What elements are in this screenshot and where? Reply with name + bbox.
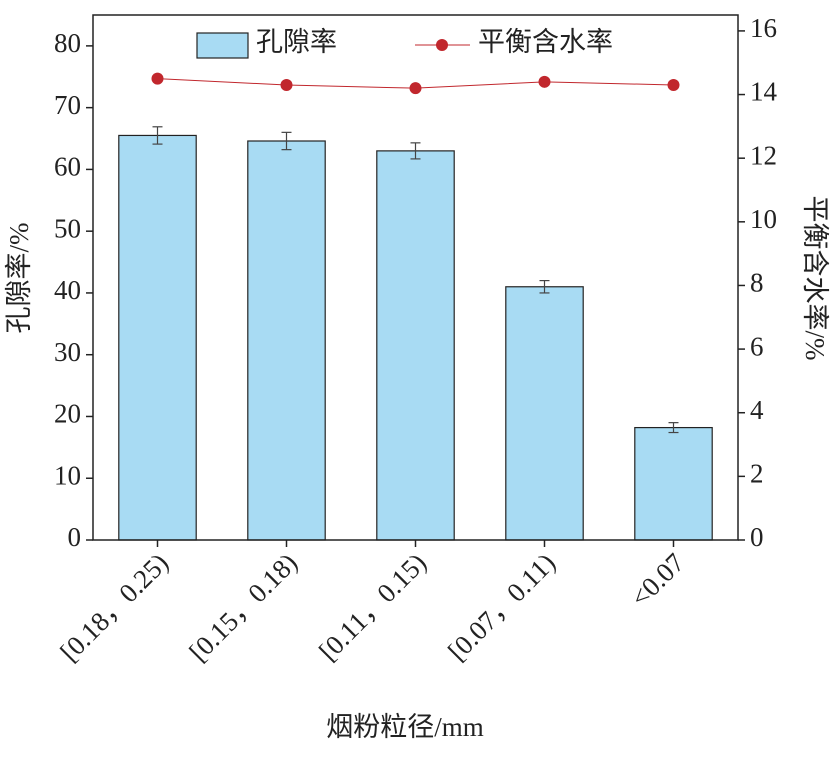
y2-tick-label: 16 bbox=[750, 13, 777, 43]
plot-frame bbox=[92, 14, 739, 541]
y2-tick-label: 0 bbox=[750, 522, 764, 552]
legend-swatch bbox=[196, 32, 249, 59]
bar bbox=[634, 426, 713, 541]
error-bar bbox=[152, 126, 163, 145]
point bbox=[151, 72, 164, 85]
y2-tick-label: 14 bbox=[750, 77, 778, 107]
bar bbox=[505, 286, 584, 541]
bar bbox=[247, 140, 326, 541]
y-axis-label: 孔隙率/% bbox=[4, 223, 34, 334]
y-tick-label: 20 bbox=[54, 399, 81, 429]
legend-marker bbox=[436, 39, 448, 51]
error-bar bbox=[539, 279, 550, 294]
point bbox=[667, 79, 680, 91]
bar bbox=[118, 134, 197, 541]
y2-tick-label: 8 bbox=[750, 268, 764, 298]
legend-label: 平衡含水率 bbox=[478, 27, 613, 57]
error-bar bbox=[668, 422, 679, 434]
y2-tick-label: 4 bbox=[750, 395, 764, 425]
x-tick-label: [0.18，0.25) bbox=[54, 547, 174, 667]
x-tick-label: <0.07 bbox=[625, 547, 690, 612]
y2-tick-label: 12 bbox=[750, 140, 777, 170]
y2-tick-label: 10 bbox=[750, 204, 777, 234]
y-tick-label: 0 bbox=[68, 522, 82, 552]
y-tick-label: 50 bbox=[54, 213, 81, 243]
y-tick-label: 10 bbox=[54, 460, 81, 490]
x-tick-label: [0.11，0.15) bbox=[313, 547, 432, 666]
point bbox=[409, 82, 422, 95]
y-tick-label: 70 bbox=[54, 90, 81, 120]
point bbox=[538, 75, 551, 88]
y2-tick-label: 2 bbox=[750, 459, 764, 489]
y2-tick-label: 6 bbox=[750, 331, 764, 361]
y-tick-label: 30 bbox=[54, 337, 81, 367]
y-tick-label: 40 bbox=[54, 275, 81, 305]
x-tick-label: [0.15，0.18) bbox=[183, 547, 303, 667]
y-tick-label: 60 bbox=[54, 152, 81, 182]
y2-axis-label: 平衡含水率/% bbox=[800, 196, 830, 361]
y-tick-label: 80 bbox=[54, 28, 81, 58]
error-bar bbox=[410, 142, 421, 160]
legend-label: 孔隙率 bbox=[256, 27, 337, 57]
point bbox=[280, 79, 293, 91]
x-axis-label: 烟粉粒径/mm bbox=[326, 712, 484, 742]
x-tick-label: [0.07，0.11) bbox=[442, 547, 561, 666]
bar bbox=[376, 150, 455, 541]
error-bar bbox=[281, 131, 292, 151]
